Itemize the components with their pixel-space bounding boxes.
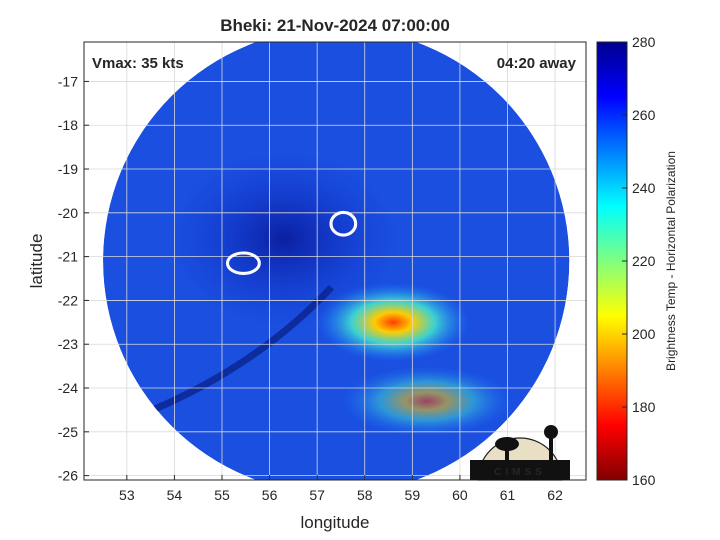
warm-region-south bbox=[340, 366, 513, 437]
x-axis-label: longitude bbox=[300, 513, 369, 532]
axes-box bbox=[83, 41, 587, 481]
time-away-annotation: 04:20 away bbox=[497, 55, 577, 72]
y-tick-label: -24 bbox=[58, 380, 78, 396]
warm-region bbox=[317, 282, 470, 362]
logo-dish-icon bbox=[495, 437, 519, 451]
cimss-logo: CIMSS bbox=[470, 425, 570, 481]
colorbar-tick-label: 160 bbox=[632, 472, 656, 488]
x-axis-ticks: 53 54 55 56 57 58 59 60 61 62 bbox=[119, 475, 563, 503]
y-tick-label: -22 bbox=[58, 292, 78, 308]
colorbar-tick-label: 200 bbox=[632, 326, 656, 342]
colorbar-tick-label: 240 bbox=[632, 180, 656, 196]
chart-title: Bheki: 21-Nov-2024 07:00:00 bbox=[220, 16, 450, 35]
contour-line bbox=[225, 251, 261, 275]
x-tick-label: 59 bbox=[405, 487, 421, 503]
colorbar-tick-label: 260 bbox=[632, 107, 656, 123]
x-tick-label: 53 bbox=[119, 487, 135, 503]
colorbar-tick-label: 280 bbox=[632, 34, 656, 50]
x-tick-label: 57 bbox=[309, 487, 325, 503]
colorbar-ticks: 280 260 240 220 200 180 160 bbox=[622, 34, 656, 488]
y-tick-label: -25 bbox=[58, 424, 78, 440]
grid-lines bbox=[84, 42, 586, 480]
y-tick-label: -17 bbox=[58, 73, 78, 89]
x-tick-label: 60 bbox=[452, 487, 468, 503]
x-tick-label: 61 bbox=[500, 487, 516, 503]
y-tick-label: -21 bbox=[58, 249, 78, 265]
logo-tower-leg bbox=[549, 437, 553, 460]
colorbar-tick-label: 220 bbox=[632, 253, 656, 269]
x-tick-label: 62 bbox=[547, 487, 563, 503]
x-tick-label: 56 bbox=[262, 487, 278, 503]
y-tick-label: -23 bbox=[58, 336, 78, 352]
cold-core bbox=[169, 151, 399, 327]
logo-dish-mast bbox=[505, 448, 509, 460]
colorbar-tick-label: 180 bbox=[632, 399, 656, 415]
contour-line bbox=[330, 212, 356, 236]
y-tick-label: -26 bbox=[58, 468, 78, 484]
vmax-annotation: Vmax: 35 kts bbox=[92, 55, 184, 72]
contour-line bbox=[227, 252, 260, 274]
logo-tower-icon bbox=[544, 425, 558, 439]
logo-banner bbox=[470, 460, 570, 480]
colorbar-label: Brightness Temp - Horizontal Polarizatio… bbox=[664, 151, 678, 371]
swath-layer bbox=[103, 42, 570, 480]
contour-layer bbox=[225, 210, 358, 275]
y-axis-ticks: -17 -18 -19 -20 -21 -22 -23 -24 -25 -26 bbox=[58, 73, 89, 484]
x-tick-label: 54 bbox=[167, 487, 183, 503]
y-tick-label: -19 bbox=[58, 161, 78, 177]
logo-text: CIMSS bbox=[494, 467, 546, 478]
y-tick-label: -20 bbox=[58, 205, 78, 221]
contour-line bbox=[329, 210, 358, 237]
y-axis-label: latitude bbox=[27, 234, 46, 289]
y-tick-label: -18 bbox=[58, 117, 78, 133]
x-tick-label: 55 bbox=[214, 487, 230, 503]
x-tick-label: 58 bbox=[357, 487, 373, 503]
